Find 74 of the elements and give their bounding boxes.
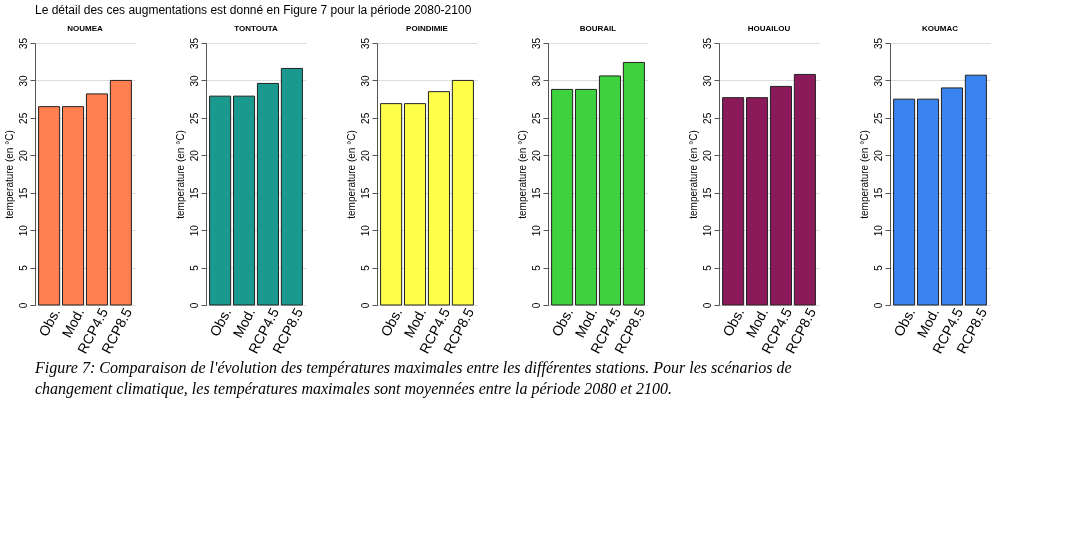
y-tick-label: 5 <box>701 264 713 271</box>
y-tick-label: 5 <box>530 264 542 271</box>
bar <box>940 87 963 306</box>
y-tick-label: 0 <box>701 302 713 309</box>
y-tick-label: 0 <box>872 302 884 309</box>
y-axis-title: temperature (en °C) <box>687 130 699 219</box>
chart-title: NOUMEA <box>67 24 103 34</box>
y-tick-label: 15 <box>17 187 29 199</box>
y-tick-label: 20 <box>188 149 200 162</box>
y-axis-title: temperature (en °C) <box>174 130 186 219</box>
chart-title: BOURAIL <box>579 24 617 34</box>
y-tick-label: 30 <box>188 74 200 87</box>
y-axis-title: temperature (en °C) <box>516 130 528 219</box>
y-tick-label: 5 <box>872 264 884 271</box>
y-tick-label: 25 <box>359 112 371 124</box>
bar <box>233 95 256 306</box>
y-tick-label: 35 <box>530 37 542 50</box>
bar <box>893 98 916 306</box>
y-axis-title: temperature (en °C) <box>3 130 15 219</box>
y-tick-label: 25 <box>188 112 200 124</box>
y-tick-label: 20 <box>872 149 884 162</box>
bar <box>622 61 645 306</box>
y-tick-label: 30 <box>530 74 542 87</box>
caption: Figure 7: Comparaison de l'évolution des températures maximales entre les différentes stations. Pour les scénarios de changement climatique, les températures maximales sont moyennées entre la période 2080 et 2100. <box>34 359 792 398</box>
bar <box>280 67 303 306</box>
bar <box>575 88 598 306</box>
y-tick-label: 15 <box>701 187 713 199</box>
y-tick-label: 15 <box>359 187 371 199</box>
y-tick-label: 10 <box>530 224 542 237</box>
y-tick-label: 0 <box>188 302 200 309</box>
text: Le détail des ces augmentations est donné en Figure 7 pour la période 2080-2100 <box>35 3 472 17</box>
bar <box>256 82 279 306</box>
y-axis-title: temperature (en °C) <box>858 130 870 219</box>
y-tick-label: 15 <box>530 187 542 199</box>
y-tick-label: 0 <box>530 302 542 309</box>
bar <box>209 95 232 306</box>
bar <box>551 88 574 306</box>
y-tick-label: 5 <box>359 264 371 271</box>
y-tick-label: 20 <box>530 149 542 162</box>
y-tick-label: 15 <box>872 187 884 199</box>
y-tick-label: 0 <box>359 302 371 309</box>
bar <box>964 74 987 306</box>
chart-title: KOUMAC <box>922 24 959 34</box>
y-tick-label: 20 <box>17 149 29 162</box>
y-tick-label: 35 <box>17 37 29 50</box>
y-axis-title: temperature (en °C) <box>345 130 357 219</box>
y-tick-label: 20 <box>701 149 713 162</box>
y-tick-label: 10 <box>17 224 29 237</box>
y-tick-label: 35 <box>701 37 713 50</box>
y-tick-label: 10 <box>359 224 371 237</box>
bar <box>917 98 940 306</box>
chart-title: TONTOUTA <box>234 24 278 34</box>
chart-title: POINDIMIE <box>406 24 449 34</box>
y-tick-label: 25 <box>872 112 884 124</box>
y-tick-label: 0 <box>17 302 29 309</box>
y-tick-label: 35 <box>188 37 200 50</box>
y-tick-label: 30 <box>701 74 713 87</box>
y-tick-label: 25 <box>701 112 713 124</box>
y-tick-label: 5 <box>17 264 29 271</box>
y-tick-label: 25 <box>530 112 542 124</box>
y-tick-label: 10 <box>701 224 713 237</box>
bar <box>598 75 621 306</box>
y-tick-label: 30 <box>872 74 884 87</box>
y-tick-label: 15 <box>188 187 200 199</box>
y-tick-label: 5 <box>188 264 200 271</box>
chart-title: HOUAILOU <box>747 24 791 34</box>
y-tick-label: 35 <box>359 37 371 50</box>
y-tick-label: 30 <box>359 74 371 87</box>
y-tick-label: 10 <box>188 224 200 237</box>
y-tick-label: 20 <box>359 149 371 162</box>
y-tick-label: 30 <box>17 74 29 87</box>
y-tick-label: 25 <box>17 112 29 124</box>
y-tick-label: 35 <box>872 37 884 50</box>
y-tick-label: 10 <box>872 224 884 237</box>
